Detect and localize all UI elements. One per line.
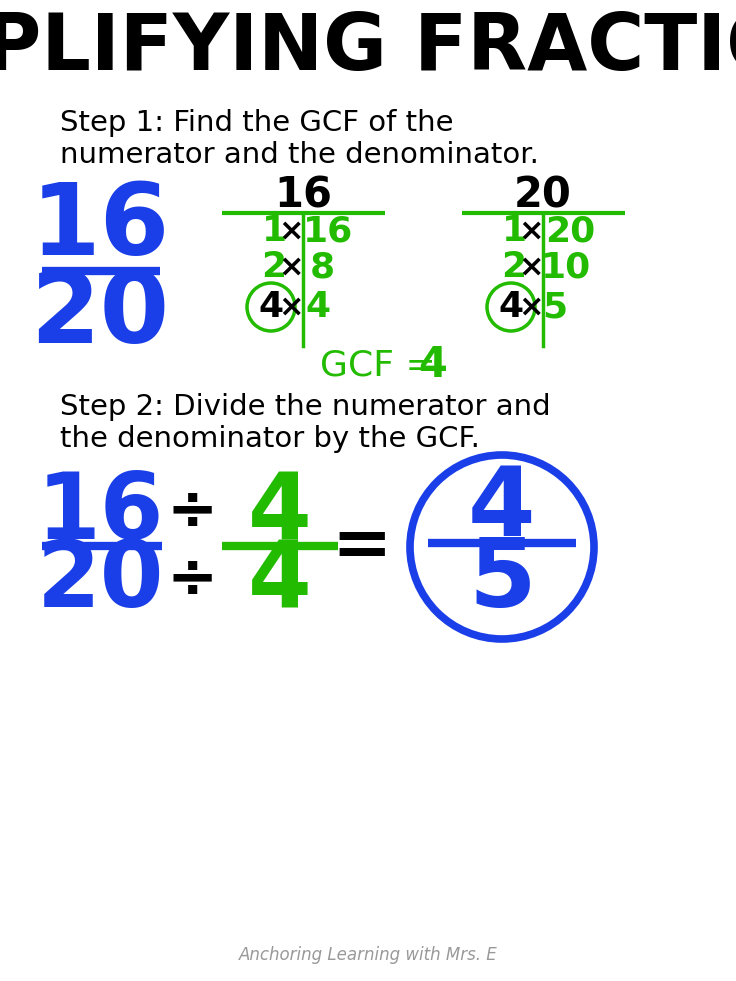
Text: 4: 4 [248,468,312,558]
Text: 1: 1 [501,214,526,248]
Text: ×: × [278,217,304,245]
Text: GCF =: GCF = [320,348,447,382]
Text: 16: 16 [303,214,353,248]
Text: 4: 4 [305,290,330,324]
Text: 4: 4 [468,462,536,555]
Text: =: = [332,512,392,582]
Text: ÷: ÷ [166,551,218,610]
Text: ×: × [278,292,304,322]
Text: 5: 5 [468,535,536,628]
Text: 5: 5 [542,290,567,324]
Text: ×: × [518,217,544,245]
Text: 8: 8 [309,250,335,284]
Text: ×: × [278,252,304,282]
Text: 2: 2 [261,250,286,284]
Text: 20: 20 [36,536,163,626]
Text: Step 2: Divide the numerator and: Step 2: Divide the numerator and [60,393,551,421]
Text: ×: × [518,252,544,282]
Text: 4: 4 [498,290,523,324]
Text: 16: 16 [30,180,169,277]
Text: 4: 4 [418,344,447,386]
Text: 4: 4 [258,290,283,324]
Text: 4: 4 [248,536,312,626]
Text: ÷: ÷ [166,484,218,542]
Text: SIMPLIFYING FRACTIONS: SIMPLIFYING FRACTIONS [0,10,736,86]
Text: 20: 20 [545,214,595,248]
Text: 20: 20 [514,175,572,217]
Text: numerator and the denominator.: numerator and the denominator. [60,141,539,169]
Text: 10: 10 [541,250,591,284]
Text: Anchoring Learning with Mrs. E: Anchoring Learning with Mrs. E [238,946,498,964]
Text: 20: 20 [30,267,169,364]
Text: Step 1: Find the GCF of the: Step 1: Find the GCF of the [60,109,453,137]
Text: ×: × [518,292,544,322]
Text: 2: 2 [501,250,526,284]
Text: 16: 16 [274,175,332,217]
Text: 1: 1 [261,214,286,248]
Text: 16: 16 [36,468,163,558]
Text: the denominator by the GCF.: the denominator by the GCF. [60,425,480,453]
